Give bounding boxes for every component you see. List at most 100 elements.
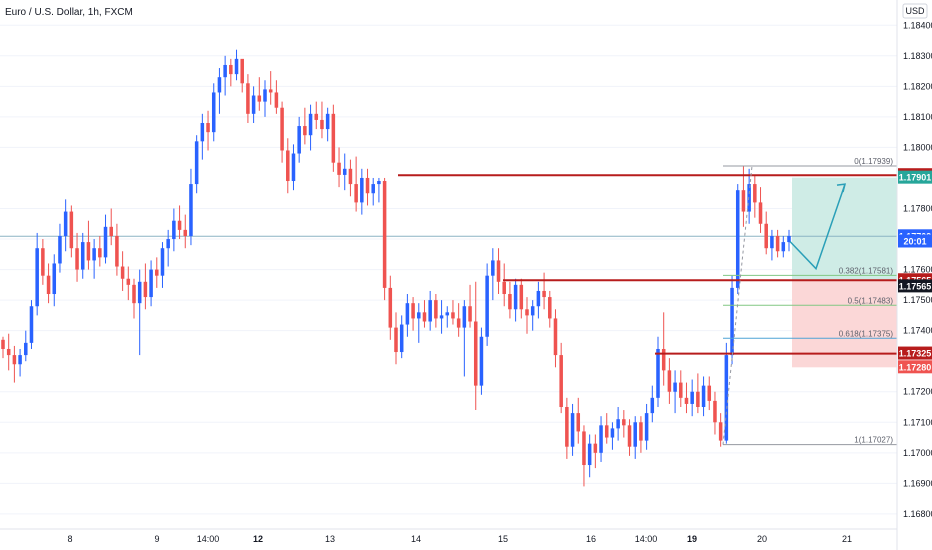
candle-body [308,113,313,136]
candle-body [291,153,296,182]
candle-body [701,385,706,408]
candle-body [246,83,250,114]
price-tick-label: 1.17600 [903,265,932,275]
candle-body [758,202,763,224]
price-tick-label: 1.18000 [903,142,932,152]
time-tick-label: 15 [498,534,508,544]
candle-body [718,422,723,441]
candle-body [428,300,432,322]
candle-body [627,425,632,447]
candle-body [462,306,467,328]
candle-body [422,312,427,322]
chart-title: Euro / U.S. Dollar, 1h, FXCM [5,7,133,18]
candle-body [86,242,91,261]
projection-path [789,183,846,271]
candle-body [587,443,592,466]
candle-body [320,119,324,130]
candle-body [525,309,529,316]
candle-body [741,190,746,212]
price-tag [898,346,932,360]
candle-body [354,184,358,203]
candle-body [468,306,472,322]
price-tag-label: 1.17901 [899,173,932,183]
candle-body [536,290,541,307]
candle-body [445,312,450,316]
candle-body [120,266,125,279]
candle-body [559,355,563,408]
projection-arrowhead [836,183,846,193]
time-tick-label: 12 [253,534,263,544]
candle-body [753,184,757,203]
candle-body [508,294,512,310]
candle-body [502,281,506,295]
candle-body [377,181,381,185]
candle-body [365,177,370,194]
time-axis-layer: 8 9 14:00 12 13 14 15 16 14:00 19 20 21 [67,534,852,544]
currency-badge[interactable] [902,3,928,19]
candle-body [519,284,524,310]
price-tag-label: 1.17280 [899,362,932,372]
price-tag-label: 1.17565 [899,281,932,291]
candle-body [679,382,683,398]
candle-body [183,229,188,236]
candle-body [263,89,267,102]
candle-body [75,248,79,270]
candle-body [80,242,85,270]
candle-body [764,223,768,249]
candle-body [451,312,455,319]
candle-body [593,443,598,453]
candle-body [713,400,717,423]
fib-level-label: 1(1.17027) [854,436,893,445]
candle-body [12,355,17,365]
time-tick-label: 20 [757,534,767,544]
candle-body [160,248,165,276]
candle-body [268,89,273,93]
candles-layer [1,49,791,487]
fib-level-label: 0.618(1.17375) [839,329,894,338]
candle-body [610,428,615,438]
price-tick-label: 1.17100 [903,417,932,427]
candle-body [622,419,626,426]
candle-body [570,413,575,447]
candle-body [667,370,672,392]
fib-level-label: 0.382(1.17581) [839,266,894,275]
overlay-layer: 0(1.17939) 0.382(1.17581) 0.5(1.17483) 0.61… [398,157,897,446]
price-tick-label: 1.18300 [903,51,932,61]
candle-body [18,355,22,365]
candle-body [644,413,649,441]
time-tick-label: 13 [325,534,335,544]
candle-body [604,425,609,438]
candle-body [240,58,244,84]
time-tick-label: 14:00 [197,534,220,544]
candle-body [109,226,113,236]
candle-body [582,431,586,466]
candle-body [530,306,535,316]
candle-body [496,260,501,282]
price-tick-label: 1.17200 [903,387,932,397]
candle-body [656,348,660,398]
price-tick-label: 1.18200 [903,81,932,91]
candle-body [337,162,341,175]
candle-body [24,342,28,356]
candle-body [6,348,11,356]
candle-body [297,126,301,154]
candle-body [63,211,68,236]
candle-body [661,348,666,371]
fib-trend-line [722,166,753,445]
candle-body [234,58,239,75]
price-tick-label: 1.18400 [903,20,932,30]
candle-body [553,318,558,356]
candle-body [35,248,39,307]
candle-body [434,300,438,319]
candle-body [633,422,637,447]
candle-body [274,92,279,108]
candle-body [98,248,102,258]
candle-body [29,306,34,343]
candle-body [730,287,734,356]
candle-body [206,122,210,133]
candle-body [177,220,182,230]
candle-body [303,126,307,136]
candle-body [166,239,170,249]
candle-body [46,275,51,295]
